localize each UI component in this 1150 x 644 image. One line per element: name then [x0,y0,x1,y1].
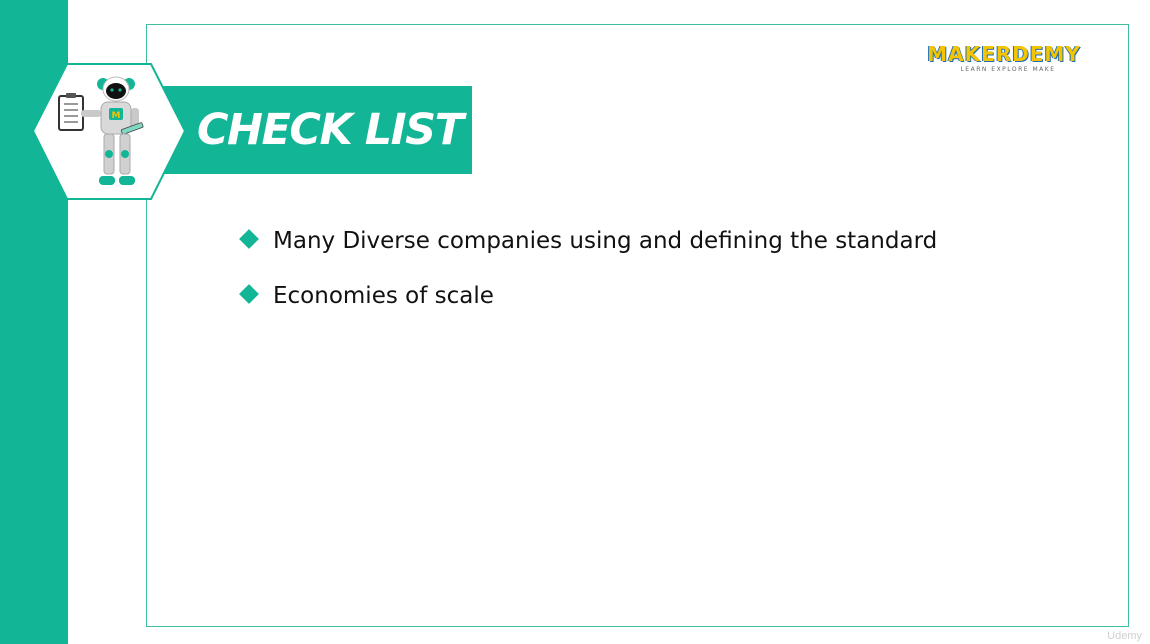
bullet-text: Many Diverse companies using and definin… [273,228,938,254]
svg-text:M: M [112,111,121,121]
udemy-watermark: Udemy [1107,630,1142,642]
list-item: Economies of scale [239,277,1100,315]
bullet-text: Economies of scale [273,283,494,309]
diamond-bullet-icon [239,284,259,304]
title-banner [158,86,472,174]
logo-wordmark: MAKERDEMY [927,42,1081,66]
logo-tagline: LEARN EXPLORE MAKE [960,66,1056,73]
list-item: Many Diverse companies using and definin… [239,222,1100,260]
makerdemy-logo: MAKERDEMY LEARN EXPLORE MAKE [920,42,1088,76]
content-frame [146,24,1129,627]
bullet-list: Many Diverse companies using and definin… [239,222,1100,332]
robot-with-clipboard-icon: M [58,76,144,185]
slide-title: CHECK LIST [197,105,464,155]
diamond-bullet-icon [239,229,259,249]
